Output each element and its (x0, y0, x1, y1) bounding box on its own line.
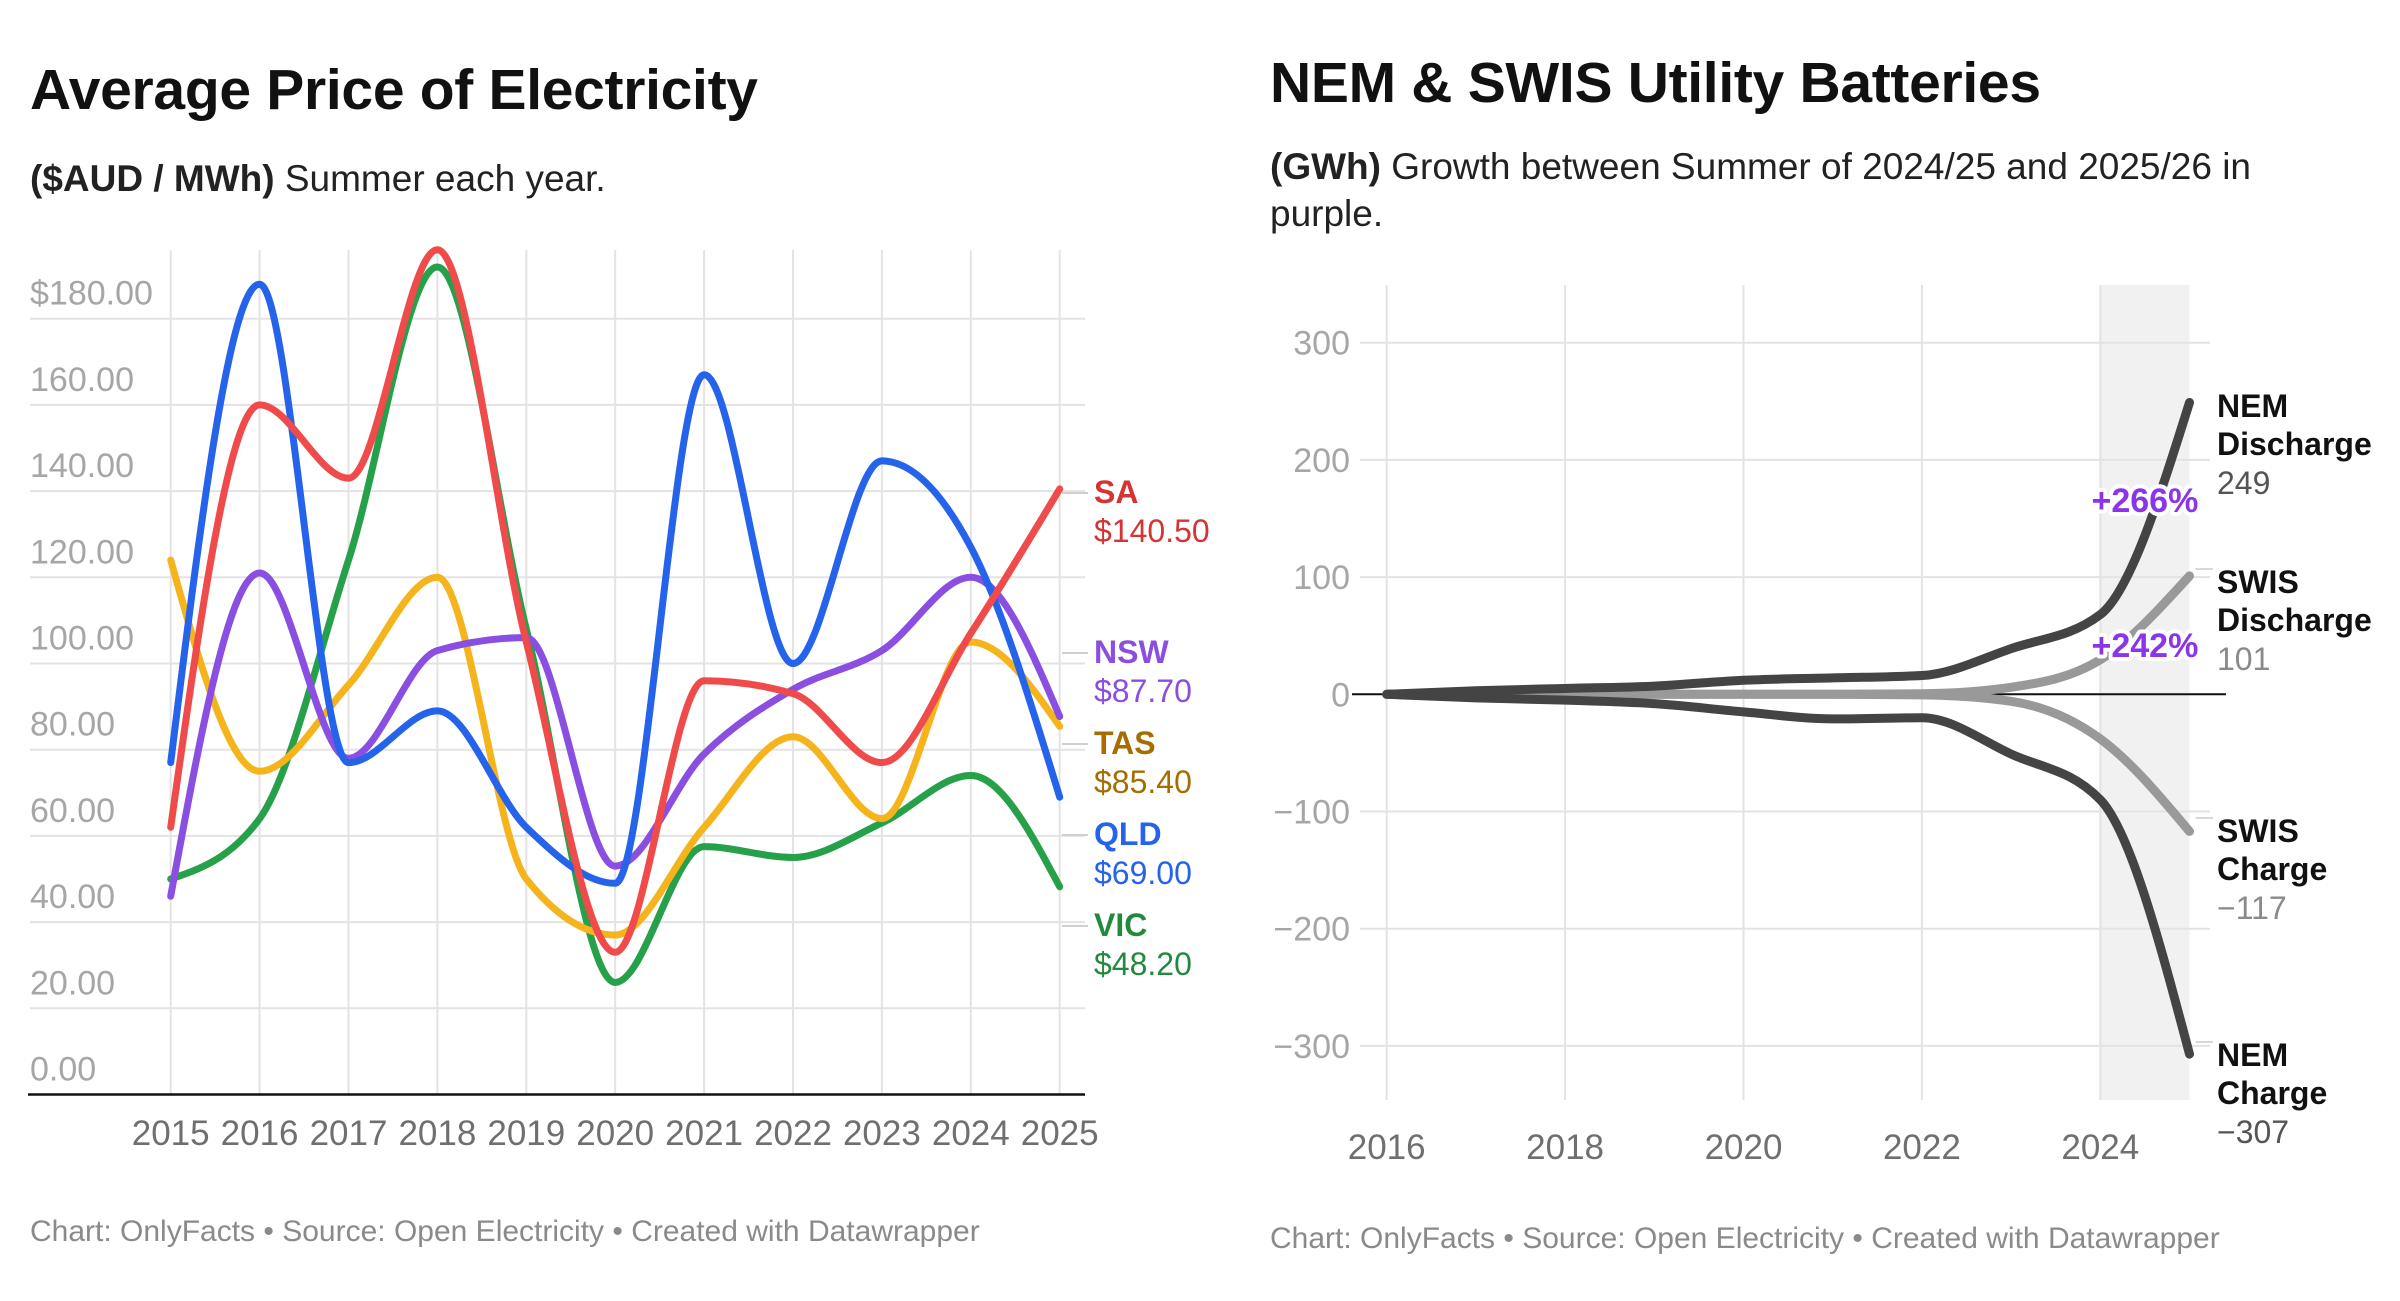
x-tick-label: 2016 (1348, 1128, 1426, 1167)
end-label-sa: SA$140.50 (1062, 474, 1210, 549)
y-tick-label: 40.00 (30, 878, 115, 916)
x-tick-label: 2016 (221, 1114, 299, 1153)
x-tick-label: 2024 (2061, 1128, 2139, 1167)
x-tick-label: 2017 (310, 1114, 388, 1153)
end-label-tas: TAS$85.40 (1062, 725, 1192, 800)
x-tick-label: 2023 (843, 1114, 921, 1153)
price-line-chart: 0.00 20.00 40.00 60.00 80.00 100.00 120.00 140.… (28, 246, 1210, 1153)
x-tick-label: 2021 (665, 1114, 743, 1153)
series-value-label: −117 (2217, 890, 2287, 926)
growth-annotation-halo: +266% (2091, 482, 2198, 520)
series-name-label: NEM (2217, 388, 2288, 424)
growth-annotation-halo: +242% (2091, 627, 2198, 665)
series-name-label: SA (1094, 474, 1138, 510)
y-tick-label: 100.00 (30, 620, 134, 658)
series-value-label: $48.20 (1094, 946, 1192, 982)
series-line-sa (167, 246, 1064, 956)
y-tick-label: 100 (1293, 559, 1350, 597)
y-tick-label: 300 (1293, 325, 1350, 363)
y-tick-label: 200 (1293, 442, 1350, 480)
series-value-label: 101 (2217, 641, 2270, 677)
battery-chart-footer: Chart: OnlyFacts • Source: Open Electric… (1270, 1222, 2220, 1255)
price-chart-subtitle-text: Summer each year. (274, 158, 606, 199)
y-tick-label: 120.00 (30, 533, 134, 571)
series-line-nem-discharge (1382, 397, 2194, 699)
y-tick-label: −200 (1273, 911, 1350, 949)
x-tick-label: 2018 (398, 1114, 476, 1153)
y-tick-label: 80.00 (30, 706, 115, 744)
x-tick-label: 2022 (1883, 1128, 1961, 1167)
series-value-label: $87.70 (1094, 673, 1192, 709)
series-line-nsw (167, 569, 1064, 900)
y-tick-label: 0 (1331, 676, 1350, 714)
series-name-label: QLD (1094, 816, 1162, 852)
y-tick-label: 0.00 (30, 1051, 96, 1089)
y-tick-label: −100 (1273, 794, 1350, 832)
series-name-label: Charge (2217, 851, 2327, 887)
series-value-label: $69.00 (1094, 855, 1192, 891)
series-name-label: Charge (2217, 1075, 2327, 1111)
battery-chart-panel: NEM & SWIS Utility Batteries (GWh) Growt… (1240, 0, 2400, 1301)
battery-line-chart: 300 200 100 0 −100 −200 −300 2016 2018 2020 2022 20… (1273, 285, 2372, 1167)
x-tick-label: 2025 (1021, 1114, 1099, 1153)
price-chart-footer: Chart: OnlyFacts • Source: Open Electric… (30, 1215, 980, 1248)
battery-chart-subtitle: (GWh) Growth between Summer of 2024/25 a… (1270, 143, 2370, 237)
series-value-label: $140.50 (1094, 513, 1210, 549)
x-tick-label: 2015 (132, 1114, 210, 1153)
battery-chart-title: NEM & SWIS Utility Batteries (1270, 51, 2041, 115)
price-chart-title: Average Price of Electricity (30, 58, 758, 122)
x-tick-label: 2022 (754, 1114, 832, 1153)
price-chart-unit: ($AUD / MWh) (30, 158, 275, 199)
series-name-label: SWIS (2217, 813, 2299, 849)
x-tick-label: 2020 (576, 1114, 654, 1153)
y-tick-label: 20.00 (30, 964, 115, 1002)
series-line-swis-charge (1382, 689, 2194, 836)
series-line-qld (167, 280, 1064, 887)
x-tick-label: 2018 (1526, 1128, 1604, 1167)
series-name-label: Discharge (2217, 426, 2372, 462)
end-label-vic: VIC$48.20 (1062, 907, 1192, 982)
end-label-nsw: NSW$87.70 (1062, 634, 1192, 709)
battery-chart-unit: (GWh) (1270, 146, 1381, 187)
x-tick-label: 2020 (1705, 1128, 1783, 1167)
series-name-label: TAS (1094, 725, 1156, 761)
series-value-label: $85.40 (1094, 764, 1192, 800)
series-line-nem-charge (1382, 689, 2194, 1059)
series-value-label: −307 (2217, 1114, 2289, 1150)
series-name-label: NSW (1094, 634, 1169, 670)
price-chart-subtitle: ($AUD / MWh) Summer each year. (30, 155, 606, 202)
series-name-label: VIC (1094, 907, 1147, 943)
end-label-qld: QLD$69.00 (1062, 816, 1192, 891)
battery-chart-subtitle-text: Growth between Summer of 2024/25 and 202… (1270, 146, 2252, 234)
highlight-band-2024-2025 (2100, 285, 2190, 1100)
series-value-label: 249 (2217, 465, 2270, 501)
series-name-label: SWIS (2217, 564, 2299, 600)
price-chart-panel: Average Price of Electricity ($AUD / MWh… (28, 58, 1210, 1248)
y-tick-label: 140.00 (30, 447, 134, 485)
series-line-tas (167, 556, 1064, 939)
y-tick-label: 60.00 (30, 792, 115, 830)
y-tick-label: $180.00 (30, 275, 153, 313)
growth-annotation: +242% (2091, 627, 2198, 665)
y-tick-label: 160.00 (30, 361, 134, 399)
y-tick-label: −300 (1273, 1028, 1350, 1066)
growth-annotation: +266% (2091, 482, 2198, 520)
x-tick-label: 2019 (487, 1114, 565, 1153)
x-tick-label: 2024 (932, 1114, 1010, 1153)
series-name-label: NEM (2217, 1037, 2288, 1073)
series-name-label: Discharge (2217, 602, 2372, 638)
